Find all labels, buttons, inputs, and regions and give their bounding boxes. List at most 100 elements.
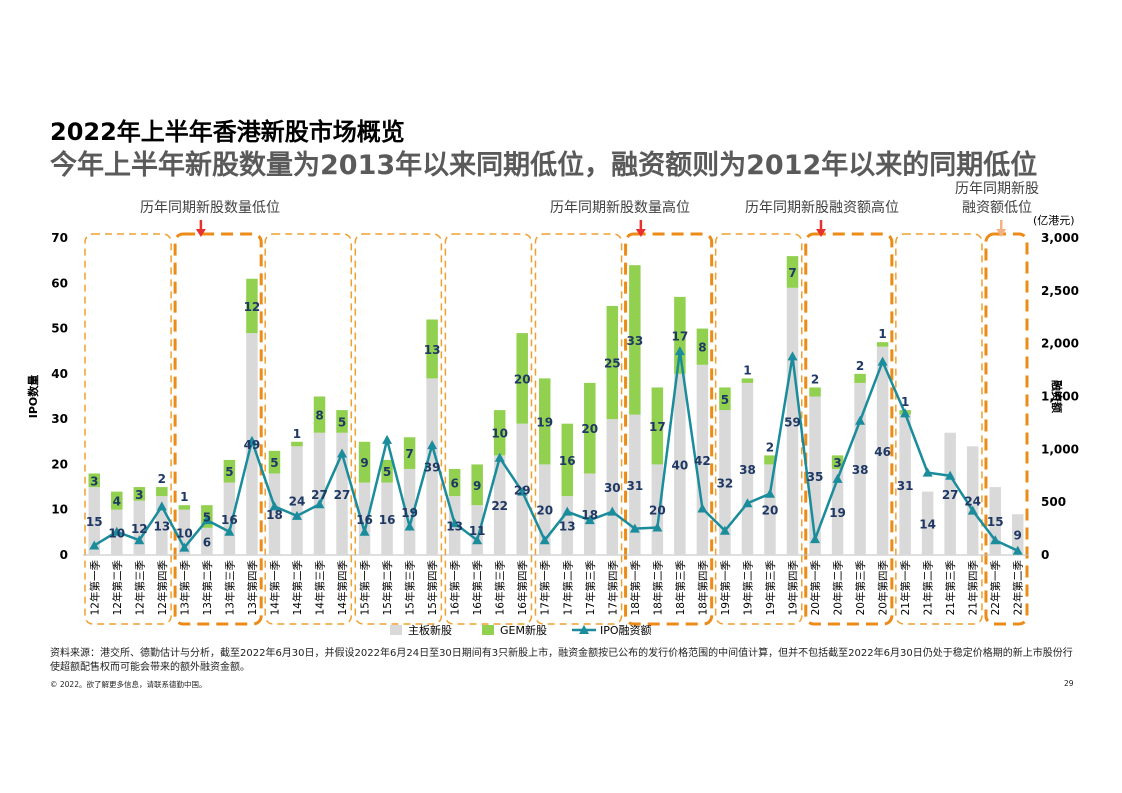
bar-value-gem: 2: [856, 359, 864, 373]
page-number: 29: [1064, 679, 1074, 688]
year-group-box: [984, 232, 1029, 626]
x-tick-label: 16年第三季: [494, 560, 507, 616]
bar-main-board: [471, 505, 483, 555]
bar-value-main: 15: [987, 515, 1004, 529]
ipo-point: [674, 346, 685, 356]
ipo-point: [742, 498, 753, 508]
bar-main-board: [133, 500, 146, 555]
ipo-point: [337, 448, 348, 458]
bar-gem: [831, 455, 844, 469]
ipo-point: [449, 518, 460, 528]
bar-gem: [471, 464, 483, 506]
bar-main-board: [358, 482, 371, 555]
year-group-box: [264, 233, 353, 625]
bar-value-main: 20: [649, 504, 666, 518]
bar-gem: [651, 387, 664, 465]
ipo-point: [427, 440, 438, 450]
bar-main-board: [966, 446, 979, 555]
year-group-box: [354, 233, 443, 625]
bar-gem: [876, 342, 889, 347]
bar-value-gem: 25: [604, 357, 621, 371]
bar-main-board: [876, 346, 889, 555]
x-tick-label: 12年第一季: [88, 560, 101, 616]
x-tick-label: 14年第三季: [314, 560, 327, 616]
annotation-arrow-head: [816, 229, 827, 237]
legend-label-main: 主板新股: [408, 623, 452, 637]
x-tick-label: 13年第二季: [201, 560, 214, 616]
y-tick-label: 0: [60, 548, 68, 562]
x-tick-label: 16年第二季: [471, 560, 484, 616]
ipo-point: [314, 499, 325, 509]
x-tick-label: 15年第一季: [359, 560, 372, 616]
bar-main-board: [426, 378, 438, 555]
year-group-box: [444, 233, 533, 625]
y2-tick-label: 2,500: [1041, 284, 1079, 298]
bar-value-main: 27: [311, 488, 328, 502]
bar-main-board: [268, 473, 281, 555]
bar-value-gem: 1: [180, 490, 188, 504]
y2-tick-label: 2,000: [1041, 337, 1079, 351]
bar-value-main: 13: [153, 520, 170, 534]
ipo-point: [810, 534, 821, 544]
source-note: 资料来源：港交所、德勤估计与分析，截至2022年6月30日，并假设2022年6月…: [50, 648, 1073, 673]
bar-value-gem: 5: [203, 511, 211, 525]
bar-gem: [764, 455, 776, 465]
bar-value-gem: 7: [405, 447, 413, 461]
ipo-point: [787, 351, 798, 361]
annotation-label: 历年同期新股: [955, 181, 1039, 197]
bar-value-main: 16: [221, 513, 238, 527]
page-subtitle: 今年上半年新股数量为2013年以来同期低位，融资额则为2012年以来的同期低位: [50, 150, 1038, 181]
bar-value-gem: 3: [833, 456, 841, 470]
bar-value-gem: 1: [293, 427, 301, 441]
bar-value-gem: 4: [113, 495, 121, 509]
bar-value-main: 16: [356, 513, 373, 527]
bar-value-gem: 1: [743, 363, 751, 377]
bar-main-board: [223, 482, 236, 555]
bar-value-gem: 17: [649, 420, 666, 434]
x-tick-label: 19年第三季: [764, 560, 777, 616]
ipo-point: [111, 526, 122, 536]
bar-value-gem: 10: [491, 427, 508, 441]
bar-gem: [786, 256, 799, 288]
bar-value-gem: 6: [450, 477, 458, 491]
bar-value-gem: 5: [338, 415, 346, 429]
bar-gem: [426, 319, 438, 379]
bar-main-board: [674, 373, 686, 555]
ipo-point: [1012, 545, 1023, 555]
bar-value-main: 20: [536, 504, 553, 518]
ipo-point: [697, 503, 708, 513]
x-tick-label: 13年第三季: [223, 560, 236, 616]
x-tick-label: 18年第四季: [696, 560, 709, 616]
x-tick-label: 22年第二季: [1012, 560, 1025, 616]
bar-value-main: 13: [559, 520, 576, 534]
y-tick-label: 50: [51, 322, 68, 336]
bar-main-board: [989, 487, 1001, 555]
y2-tick-label: 500: [1041, 495, 1066, 509]
bar-value-gem: 3: [90, 474, 98, 488]
bar-value-gem: 12: [244, 300, 261, 314]
bar-value-main: 14: [919, 517, 936, 531]
x-tick-label: 20年第一季: [809, 560, 822, 616]
bar-value-gem: 33: [626, 334, 643, 348]
legend-swatch-main: [390, 625, 402, 635]
bar-main-board: [584, 473, 596, 555]
bar-main-board: [629, 414, 641, 555]
bar-gem: [133, 487, 146, 501]
annotation-label: 历年同期新股融资额高位: [745, 199, 899, 216]
y-tick-label: 70: [51, 231, 68, 245]
x-tick-label: 17年第三季: [584, 560, 597, 616]
x-tick-label: 15年第二季: [381, 560, 394, 616]
bar-gem: [178, 505, 191, 510]
year-group-box: [804, 232, 894, 626]
annotation-arrow-head: [635, 229, 646, 237]
x-tick-label: 14年第四季: [336, 560, 349, 616]
ipo-point: [517, 486, 528, 496]
bar-value-gem: 2: [158, 472, 166, 486]
y-tick-label: 60: [51, 276, 68, 290]
x-tick-label: 19年第二季: [741, 560, 754, 616]
bar-main-board: [764, 464, 776, 555]
y2-tick-label: 1,500: [1041, 390, 1079, 404]
bar-gem: [358, 441, 371, 483]
bar-value-main: 22: [491, 499, 508, 513]
x-tick-label: 19年第四季: [787, 560, 800, 616]
